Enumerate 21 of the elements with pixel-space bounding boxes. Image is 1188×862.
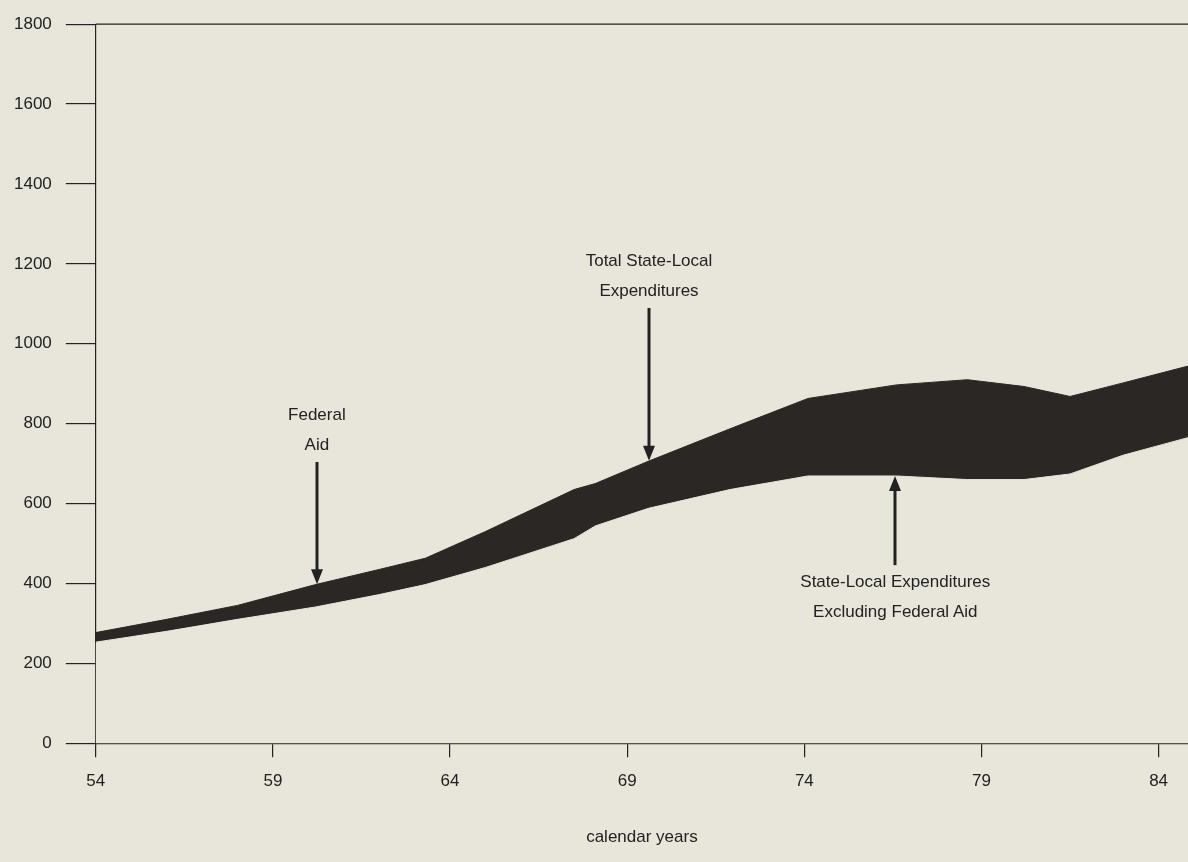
x-axis-title: calendar years: [586, 827, 698, 847]
x-tick-label: 69: [617, 771, 637, 791]
y-tick-label: 800: [23, 413, 52, 433]
x-tick-label: 79: [972, 771, 991, 791]
x-tick-label: 74: [794, 771, 814, 791]
x-tick-label: 59: [263, 771, 283, 791]
y-tick-label: 200: [23, 653, 52, 672]
y-tick-label: 1200: [13, 253, 52, 273]
y-tick-label: 1600: [13, 93, 52, 113]
y-tick-label: 1800: [13, 13, 52, 33]
y-tick-label: 400: [23, 573, 52, 593]
y-tick-label: 1400: [13, 173, 52, 193]
y-tick-label: 1000: [13, 333, 52, 353]
annotation: Federal Aid: [287, 404, 347, 457]
annotation: Total State-Local Expenditures: [584, 250, 714, 303]
annotation: State-Local Expenditures Excluding Federal Aid: [799, 570, 992, 623]
y-tick-label: 600: [23, 493, 52, 513]
x-tick-label: 54: [86, 771, 106, 791]
x-tick-label: 84: [1149, 771, 1169, 791]
y-tick-label: 0: [42, 732, 52, 752]
x-tick-label: 64: [440, 771, 460, 791]
